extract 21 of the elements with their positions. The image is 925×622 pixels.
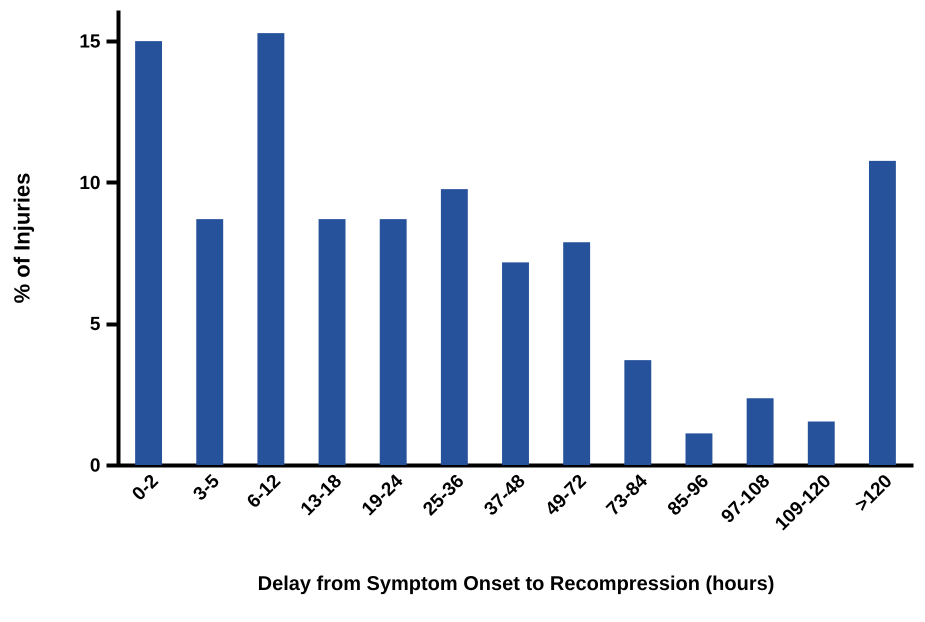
bar: [257, 33, 284, 465]
y-tick-label: 10: [79, 172, 100, 194]
bar: [196, 219, 224, 465]
bar: [380, 219, 407, 465]
bar: [440, 189, 468, 465]
y-axis-title: % of Injuries: [9, 172, 34, 304]
bar: [318, 219, 346, 465]
bar: [686, 433, 712, 465]
x-axis-title: Delay from Symptom Onset to Recompression (hours): [258, 573, 774, 596]
bar: [563, 242, 590, 465]
bar: [868, 160, 896, 465]
x-tick-label: 0-2: [128, 470, 163, 506]
bar: [135, 41, 162, 465]
y-tick-label: 0: [90, 456, 100, 476]
y-tick-label: 15: [79, 32, 101, 53]
bar: [624, 360, 652, 465]
bar: [502, 262, 529, 465]
y-tick-label: 5: [90, 314, 101, 336]
bar: [746, 398, 774, 465]
x-tick-label: 3-5: [190, 470, 224, 506]
bar: [808, 421, 835, 465]
